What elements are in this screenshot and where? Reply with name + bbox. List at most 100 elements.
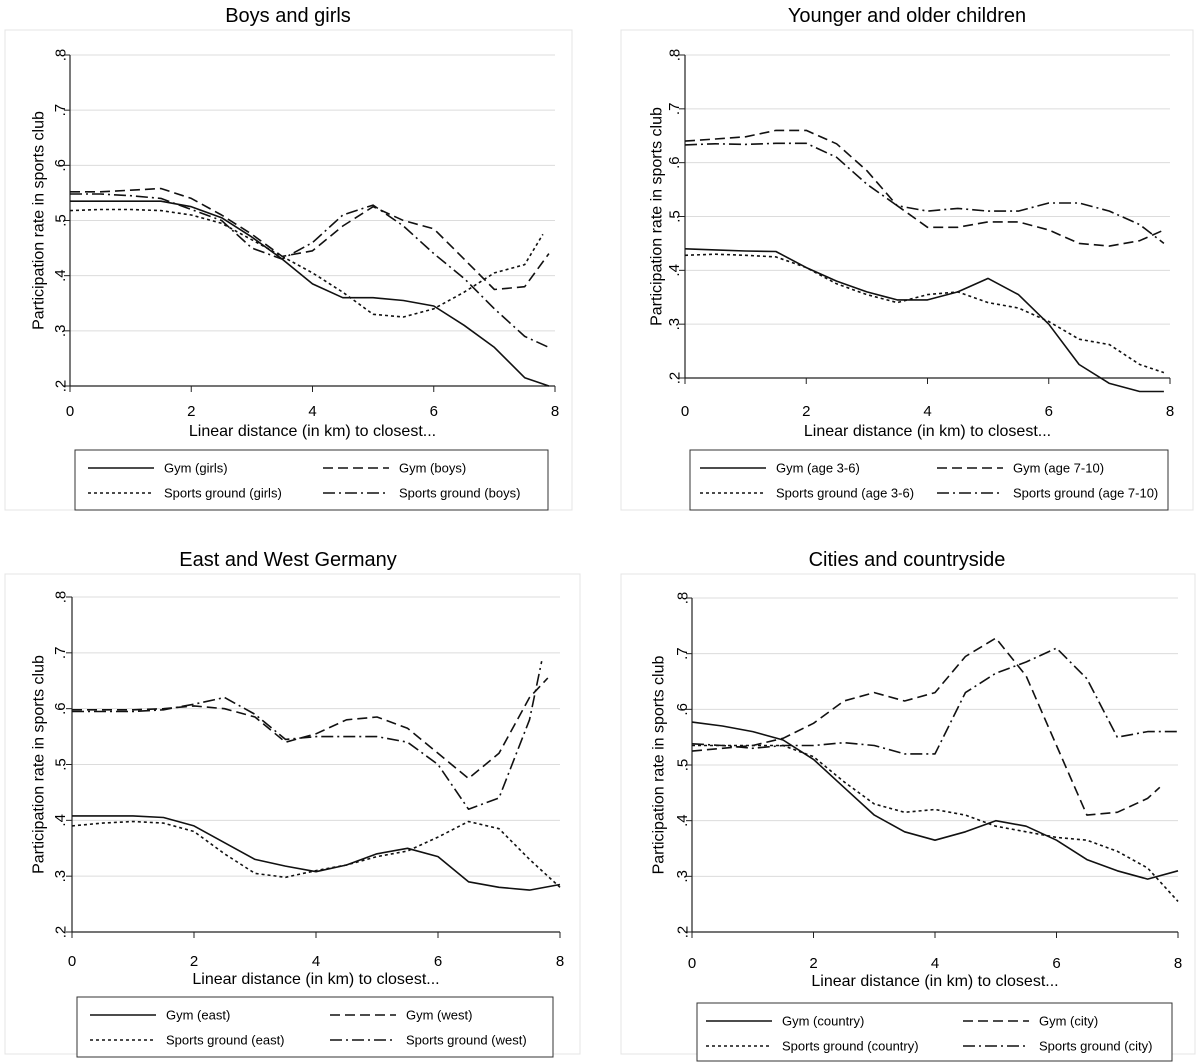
- y-tick-label: .7: [666, 103, 683, 116]
- legend-label: Sports ground (age 3-6): [776, 486, 914, 501]
- series-line-3: [684, 253, 1165, 374]
- chart-panel-1: Boys and girls .2 .3 .4 .5 .6 .7 .8 0 2 4 6 8 Linear …: [4, 5, 573, 511]
- x-axis-label: Linear distance (in km) to closest...: [811, 973, 1058, 990]
- legend-label: Gym (country): [782, 1014, 864, 1029]
- legend: Gym (girls) Gym (boys) Sports ground (girl…: [74, 449, 549, 511]
- x-tick-label: 0: [68, 953, 76, 970]
- y-axis-label: Participation rate in sports club: [651, 656, 668, 875]
- y-tick-label: .6: [52, 159, 69, 172]
- x-tick-label: 2: [190, 953, 198, 970]
- y-tick-label: .4: [52, 269, 69, 282]
- y-tick-label: .2: [666, 372, 683, 385]
- series-line-1: [691, 721, 1179, 880]
- chart-title: Younger and older children: [788, 5, 1026, 27]
- legend-label: Sports ground (east): [166, 1033, 285, 1048]
- legend: Gym (age 3-6) Gym (age 7-10) Sports ground…: [689, 449, 1169, 511]
- x-tick-label: 6: [1052, 955, 1060, 972]
- x-tick-label: 4: [308, 403, 316, 420]
- y-tick-label: .8: [52, 49, 69, 62]
- x-tick-label: 0: [681, 403, 689, 420]
- y-tick-label: .2: [52, 926, 69, 939]
- y-axis-label: Participation rate in sports club: [31, 655, 48, 874]
- y-tick-label: .5: [674, 759, 691, 772]
- y-tick-label: .4: [666, 264, 683, 277]
- legend: Gym (east) Gym (west) Sports ground (east)…: [76, 996, 554, 1058]
- y-axis-label: Participation rate in sports club: [31, 111, 48, 330]
- series-line-2: [684, 129, 1165, 247]
- legend-label: Sports ground (girls): [164, 486, 282, 501]
- chart-panel-4: Cities and countryside .2 .3 .4 .5 .6 .7 .8 0 2 4 6…: [620, 549, 1196, 1062]
- series-line-3: [71, 820, 561, 888]
- legend: Gym (country) Gym (city) Sports ground (co…: [696, 1002, 1173, 1062]
- y-tick-label: .8: [674, 592, 691, 605]
- series-line-2: [691, 637, 1161, 816]
- x-tick-label: 8: [551, 403, 559, 420]
- chart-title: Cities and countryside: [809, 549, 1006, 571]
- legend-label: Sports ground (west): [406, 1033, 527, 1048]
- x-tick-label: 0: [688, 955, 696, 972]
- y-tick-label: .3: [52, 325, 69, 338]
- y-tick-label: .7: [52, 647, 69, 660]
- chart-panel-3: East and West Germany .2 .3 .4 .5 .6 .7 .8 0 2 4 6 8…: [4, 549, 581, 1058]
- legend-label: Gym (city): [1039, 1014, 1098, 1029]
- y-tick-label: .3: [52, 870, 69, 883]
- legend-box: [74, 449, 549, 511]
- y-tick-label: .4: [674, 814, 691, 827]
- y-tick-label: .5: [52, 758, 69, 771]
- chart-title: Boys and girls: [225, 5, 351, 27]
- legend-label: Gym (boys): [399, 461, 466, 476]
- x-tick-label: 6: [1045, 403, 1053, 420]
- y-tick-label: .4: [52, 814, 69, 827]
- series-line-2: [72, 677, 549, 780]
- x-tick-label: 0: [66, 403, 74, 420]
- y-tick-label: .8: [52, 591, 69, 604]
- series-line-1: [684, 248, 1164, 393]
- legend-box: [76, 996, 554, 1058]
- y-tick-label: .2: [52, 380, 69, 393]
- legend-box: [689, 449, 1169, 511]
- legend-label: Gym (age 3-6): [776, 461, 860, 476]
- legend-label: Gym (girls): [164, 461, 228, 476]
- series-line-4: [70, 193, 550, 349]
- y-tick-label: .7: [674, 647, 691, 660]
- legend-label: Sports ground (boys): [399, 486, 520, 501]
- legend-box: [696, 1002, 1173, 1062]
- series-line-3: [692, 744, 1179, 902]
- x-tick-label: 6: [434, 953, 442, 970]
- x-tick-label: 4: [931, 955, 939, 972]
- legend-label: Sports ground (city): [1039, 1039, 1152, 1054]
- y-tick-label: .7: [52, 104, 69, 117]
- x-axis-label: Linear distance (in km) to closest...: [804, 423, 1051, 440]
- x-tick-label: 2: [809, 955, 817, 972]
- chart-panel-2: Younger and older children .2 .3 .4 .5 .6 .7 .8…: [620, 5, 1194, 511]
- x-tick-label: 8: [556, 953, 564, 970]
- y-tick-label: .5: [52, 214, 69, 227]
- y-tick-label: .6: [52, 702, 69, 715]
- x-tick-label: 2: [802, 403, 810, 420]
- y-axis-label: Participation rate in sports club: [649, 107, 666, 326]
- legend-label: Sports ground (age 7-10): [1013, 486, 1158, 501]
- y-tick-label: .3: [674, 870, 691, 883]
- legend-label: Sports ground (country): [782, 1039, 919, 1054]
- series-line-3: [69, 208, 544, 318]
- x-tick-label: 2: [187, 403, 195, 420]
- series-line-4: [684, 142, 1165, 245]
- series-line-4: [691, 647, 1178, 755]
- series-line-4: [72, 661, 543, 810]
- x-axis-label: Linear distance (in km) to closest...: [189, 423, 436, 440]
- x-tick-label: 6: [430, 403, 438, 420]
- y-tick-label: .5: [666, 210, 683, 223]
- legend-label: Gym (west): [406, 1008, 472, 1023]
- series-line-2: [70, 187, 550, 291]
- x-tick-label: 4: [312, 953, 320, 970]
- x-axis-label: Linear distance (in km) to closest...: [192, 971, 439, 988]
- y-tick-label: .8: [666, 49, 683, 62]
- y-tick-label: .3: [666, 318, 683, 331]
- x-tick-label: 8: [1174, 955, 1182, 972]
- y-tick-label: .6: [674, 703, 691, 716]
- legend-label: Gym (east): [166, 1008, 230, 1023]
- y-tick-label: .2: [674, 926, 691, 939]
- x-tick-label: 4: [923, 403, 931, 420]
- x-tick-label: 8: [1166, 403, 1174, 420]
